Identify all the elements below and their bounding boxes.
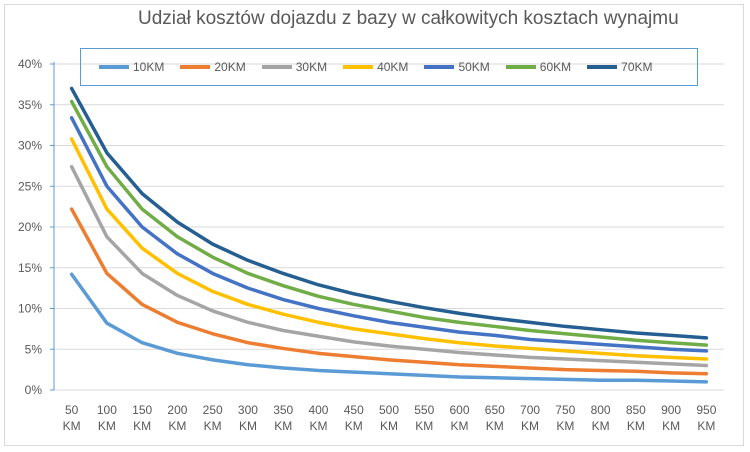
x-tick-label: 50 KM	[63, 403, 81, 433]
x-tick-label: 900 KM	[661, 403, 681, 433]
legend-swatch	[261, 65, 292, 69]
x-tick-label: 400 KM	[308, 403, 328, 433]
legend-item-30km: 30KM	[261, 60, 328, 74]
x-tick-label: 800 KM	[591, 403, 611, 433]
chart-border	[4, 4, 744, 446]
legend-label: 70KM	[621, 60, 653, 74]
x-tick-label: 950 KM	[696, 403, 716, 433]
legend-swatch	[424, 65, 455, 69]
x-tick-label: 500 KM	[379, 403, 399, 433]
y-tick-label: 0%	[25, 383, 43, 397]
legend-label: 40KM	[377, 60, 409, 74]
x-tick-label: 450 KM	[344, 403, 364, 433]
x-tick-label: 750 KM	[555, 403, 575, 433]
legend-swatch	[587, 65, 618, 69]
x-tick-label: 150 KM	[132, 403, 152, 433]
y-tick-label: 25%	[18, 179, 42, 193]
series-line-40km	[69, 137, 709, 361]
x-tick-label: 100 KM	[97, 403, 117, 433]
x-tick-label: 850 KM	[626, 403, 646, 433]
legend-label: 10KM	[133, 60, 165, 74]
y-tick-label: 20%	[18, 220, 42, 234]
legend-item-50km: 50KM	[424, 60, 490, 74]
y-tick-label: 40%	[18, 57, 42, 71]
legend-item-40km: 40KM	[343, 60, 408, 74]
y-tick-label: 35%	[18, 98, 42, 112]
x-tick-label: 650 KM	[485, 403, 505, 433]
y-tick-label: 10%	[18, 302, 42, 316]
legend: 10KM 20KM 30KM 40KM 50KM 60KM 70KM	[80, 48, 698, 86]
legend-label: 20KM	[214, 60, 246, 74]
legend-item-20km: 20KM	[180, 60, 246, 74]
legend-swatch	[343, 65, 374, 69]
legend-swatch	[99, 65, 129, 69]
x-tick-label: 700 KM	[520, 403, 540, 433]
legend-swatch	[505, 65, 536, 69]
legend-swatch	[180, 65, 211, 69]
chart-title: Udział kosztów dojazdu z bazy w całkowit…	[138, 8, 679, 29]
y-tick-label: 15%	[18, 261, 42, 275]
legend-label: 50KM	[458, 60, 490, 74]
y-tick-label: 5%	[25, 342, 43, 356]
x-tick-label: 250 KM	[203, 403, 223, 433]
legend-label: 30KM	[295, 60, 328, 74]
legend-item-70km: 70KM	[587, 60, 653, 74]
x-tick-label: 550 KM	[414, 403, 434, 433]
legend-item-10km: 10KM	[99, 60, 164, 74]
x-tick-label: 300 KM	[238, 403, 258, 433]
legend-item-60km: 60KM	[505, 60, 572, 74]
x-tick-label: 200 KM	[167, 403, 187, 433]
series-line-70km	[69, 86, 709, 340]
y-tick-label: 30%	[18, 139, 42, 153]
legend-label: 60KM	[539, 60, 572, 74]
x-tick-label: 600 KM	[450, 403, 470, 433]
x-tick-label: 350 KM	[273, 403, 293, 433]
